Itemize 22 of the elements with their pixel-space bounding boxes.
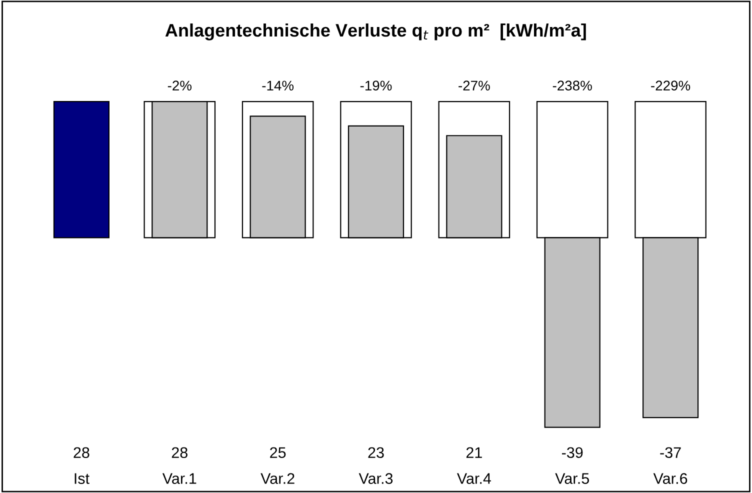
chart-title: Anlagentechnische Verluste q$_{t}$ pro m² [kWh/m²a] bbox=[165, 23, 586, 40]
annotation: -19% bbox=[360, 80, 392, 91]
data-label: -37 bbox=[660, 447, 681, 458]
x-tick-label: Var.2 bbox=[260, 473, 294, 484]
data-label: 28 bbox=[74, 447, 90, 458]
annotation: -238% bbox=[552, 80, 592, 91]
annotation: -14% bbox=[262, 80, 294, 90]
bar bbox=[53, 101, 110, 238]
x-tick-label: Var.4 bbox=[456, 473, 492, 484]
annotation: -229% bbox=[651, 80, 690, 91]
annotation: -2% bbox=[168, 80, 192, 90]
x-tick-label: Ist bbox=[74, 473, 90, 484]
x-tick-label: Var.6 bbox=[653, 473, 688, 484]
x-tick-label: Var.3 bbox=[358, 473, 393, 484]
data-label: 25 bbox=[270, 447, 286, 458]
data-label: 28 bbox=[172, 447, 188, 458]
data-label: 23 bbox=[368, 447, 384, 458]
data-label: -39 bbox=[562, 447, 583, 458]
x-tick-label: Var.5 bbox=[555, 473, 589, 484]
x-tick-label: Var.1 bbox=[162, 473, 196, 484]
data-label: 21 bbox=[466, 447, 482, 458]
annotation: -27% bbox=[458, 80, 490, 90]
